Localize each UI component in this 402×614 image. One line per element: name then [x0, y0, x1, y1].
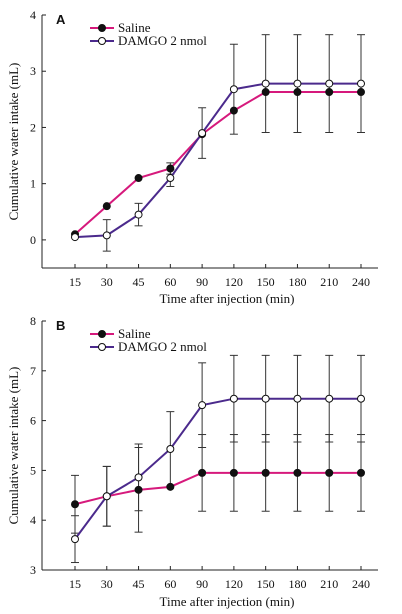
x-tick-label: 180 [288, 577, 306, 591]
saline-data-point [325, 88, 334, 97]
x-tick-label: 180 [288, 275, 306, 289]
saline-data-point [229, 468, 238, 477]
saline-data-point [357, 468, 365, 477]
x-tick-label: 45 [133, 275, 145, 289]
y-tick-label: 2 [30, 120, 36, 134]
damgo-data-point [293, 394, 302, 403]
saline-data-point [134, 485, 143, 494]
saline-data-point [166, 482, 175, 491]
damgo-data-point [102, 231, 111, 240]
x-tick-label: 120 [225, 275, 243, 289]
x-tick-label: 240 [352, 577, 370, 591]
damgo-data-point [229, 85, 238, 94]
saline-data-point [357, 88, 365, 97]
y-tick-label: 0 [30, 233, 36, 247]
x-tick-label: 15 [69, 275, 81, 289]
saline-data-point [198, 468, 207, 477]
x-axis-title: Time after injection (min) [160, 291, 295, 306]
damgo-data-point [261, 79, 270, 88]
legend-marker [98, 343, 106, 351]
damgo-data-point [134, 210, 143, 219]
y-tick-label: 4 [30, 8, 36, 22]
damgo-data-point [325, 79, 334, 88]
x-tick-label: 150 [257, 577, 275, 591]
y-tick-label: 3 [30, 563, 36, 577]
y-tick-label: 6 [30, 414, 36, 428]
y-tick-label: 4 [30, 513, 36, 527]
legend-entry-damgo: DAMGO 2 nmol [90, 339, 207, 354]
damgo-data-point [102, 492, 111, 501]
x-tick-label: 210 [320, 275, 338, 289]
legend-label: DAMGO 2 nmol [118, 33, 207, 48]
saline-data-point [71, 500, 79, 509]
y-tick-label: 5 [30, 463, 36, 477]
x-tick-label: 150 [257, 275, 275, 289]
damgo-data-point [357, 394, 365, 403]
series-line-saline [74, 471, 361, 506]
panel-label: A [56, 12, 66, 27]
damgo-data-point [325, 394, 334, 403]
x-tick-label: 45 [133, 577, 145, 591]
x-tick-label: 90 [196, 577, 208, 591]
x-tick-label: 15 [69, 577, 81, 591]
damgo-data-point [229, 394, 238, 403]
damgo-data-point [166, 444, 175, 453]
legend-entry-damgo: DAMGO 2 nmol [90, 33, 207, 48]
x-tick-label: 90 [196, 275, 208, 289]
x-tick-label: 60 [164, 577, 176, 591]
legend-entry-saline: Saline [90, 326, 151, 341]
series-line-damgo [74, 82, 361, 239]
legend-label: Saline [118, 326, 151, 341]
series-line-damgo [74, 397, 361, 540]
saline-data-point [166, 164, 175, 173]
y-tick-label: 8 [30, 314, 36, 328]
damgo-data-point [198, 401, 207, 410]
y-tick-label: 1 [30, 177, 36, 191]
saline-data-point [293, 88, 302, 97]
saline-data-point [293, 468, 302, 477]
panel-a: 0 1 2 3 4 15 30 45 60 90 120 150 180 210 240 Time after… [6, 8, 378, 306]
legend-marker [98, 330, 106, 338]
panel-label: B [56, 318, 65, 333]
x-tick-label: 240 [352, 275, 370, 289]
damgo-data-point [166, 174, 175, 183]
x-tick-label: 210 [320, 577, 338, 591]
saline-data-point [102, 202, 111, 211]
y-axis-title: Cumulative water intake (mL) [6, 63, 21, 221]
damgo-data-point [293, 79, 302, 88]
x-axis-title: Time after injection (min) [160, 594, 295, 609]
x-tick-label: 60 [164, 275, 176, 289]
damgo-data-point [198, 129, 207, 138]
y-tick-label: 7 [30, 364, 36, 378]
saline-data-point [261, 88, 270, 97]
y-axis-title: Cumulative water intake (mL) [6, 367, 21, 525]
legend-marker [98, 37, 106, 45]
series-line-saline [74, 91, 361, 236]
saline-data-point [261, 468, 270, 477]
legend-label: Saline [118, 20, 151, 35]
x-tick-label: 30 [101, 577, 113, 591]
damgo-data-point [134, 473, 143, 482]
saline-data-point [134, 174, 143, 183]
saline-data-point [229, 106, 238, 115]
saline-data-point [325, 468, 334, 477]
legend-marker [98, 24, 106, 32]
legend-label: DAMGO 2 nmol [118, 339, 207, 354]
damgo-data-point [71, 233, 79, 242]
x-tick-label: 120 [225, 577, 243, 591]
x-tick-label: 30 [101, 275, 113, 289]
legend-entry-saline: Saline [90, 20, 151, 35]
damgo-data-point [71, 535, 79, 544]
y-tick-label: 3 [30, 64, 36, 78]
damgo-data-point [261, 394, 270, 403]
damgo-data-point [357, 79, 365, 88]
